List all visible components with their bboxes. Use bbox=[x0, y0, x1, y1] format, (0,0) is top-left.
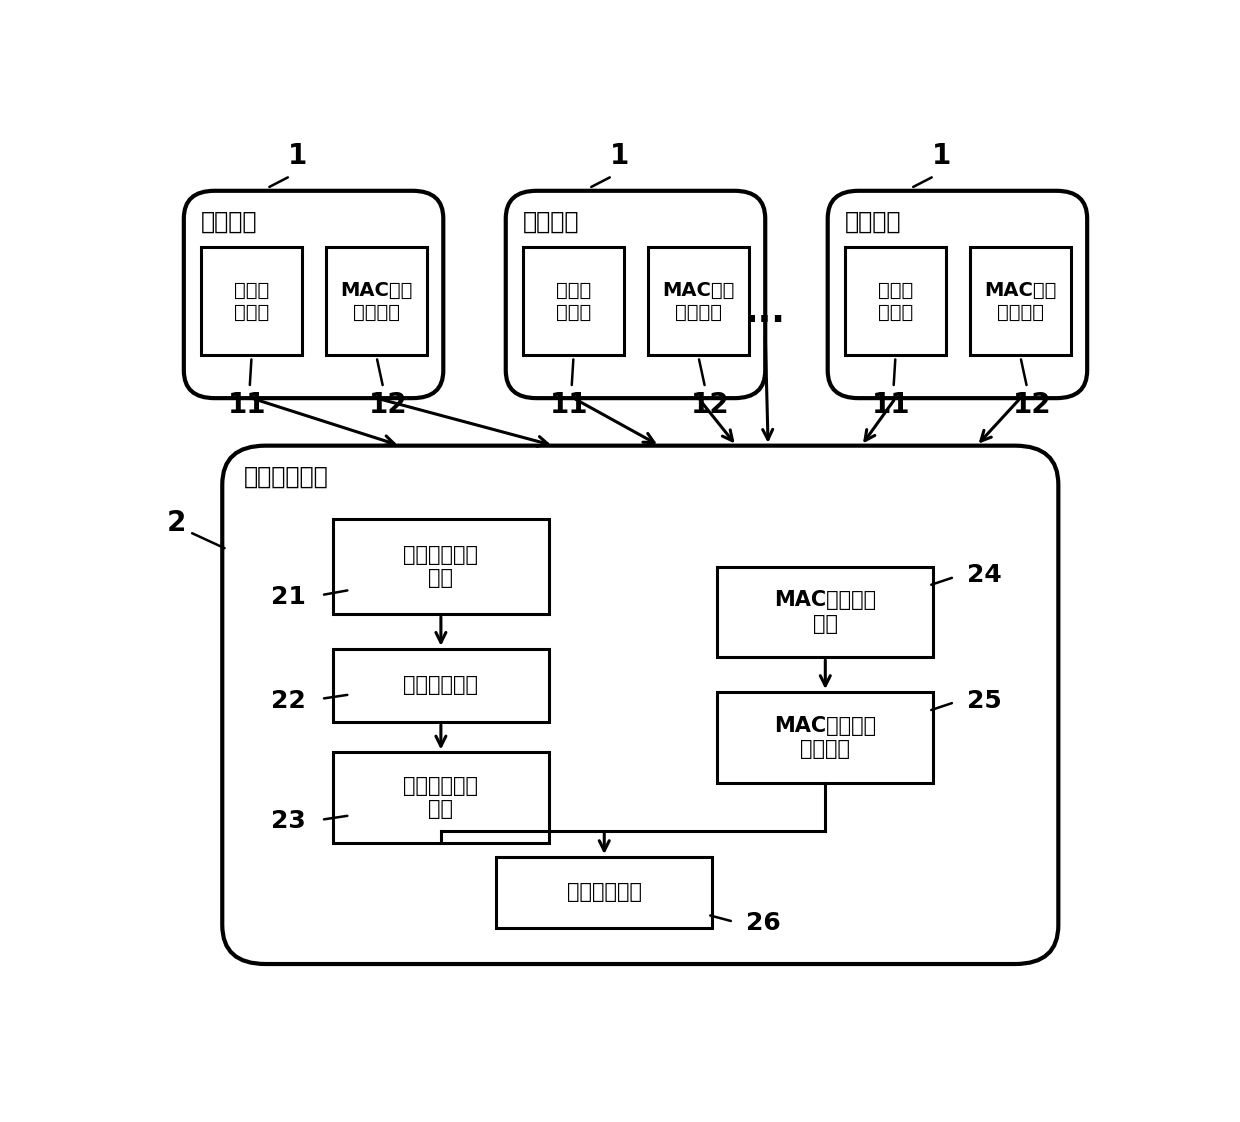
Text: 11: 11 bbox=[549, 392, 588, 419]
FancyBboxPatch shape bbox=[717, 692, 934, 783]
FancyBboxPatch shape bbox=[828, 191, 1087, 398]
FancyBboxPatch shape bbox=[717, 567, 934, 657]
Text: 1: 1 bbox=[610, 142, 630, 171]
Text: 22: 22 bbox=[272, 689, 306, 712]
Text: 人脸采
集模块: 人脸采 集模块 bbox=[878, 280, 913, 321]
FancyBboxPatch shape bbox=[222, 445, 1058, 964]
Text: 人脸特征提取
模块: 人脸特征提取 模块 bbox=[403, 545, 479, 588]
Text: 2: 2 bbox=[166, 509, 186, 537]
Text: 11: 11 bbox=[872, 392, 910, 419]
Text: 1: 1 bbox=[932, 142, 951, 171]
FancyBboxPatch shape bbox=[201, 247, 303, 355]
FancyBboxPatch shape bbox=[506, 191, 765, 398]
FancyBboxPatch shape bbox=[332, 649, 549, 723]
FancyBboxPatch shape bbox=[844, 247, 946, 355]
Text: 12: 12 bbox=[1013, 392, 1052, 419]
Text: MAC地址
采集模块: MAC地址 采集模块 bbox=[662, 280, 734, 321]
FancyBboxPatch shape bbox=[496, 857, 712, 928]
FancyBboxPatch shape bbox=[970, 247, 1071, 355]
Text: 信息融合单元: 信息融合单元 bbox=[243, 465, 329, 489]
Text: 采集单元: 采集单元 bbox=[844, 210, 901, 233]
Text: 人脸采
集模块: 人脸采 集模块 bbox=[556, 280, 591, 321]
FancyBboxPatch shape bbox=[649, 247, 749, 355]
Text: 24: 24 bbox=[967, 563, 1002, 587]
Text: MAC地址
采集模块: MAC地址 采集模块 bbox=[340, 280, 413, 321]
Text: 采集单元: 采集单元 bbox=[201, 210, 258, 233]
Text: 1: 1 bbox=[289, 142, 308, 171]
Text: ...: ... bbox=[745, 295, 786, 329]
Text: 11: 11 bbox=[227, 392, 267, 419]
Text: 人脸采
集模块: 人脸采 集模块 bbox=[234, 280, 269, 321]
Text: MAC地址比对
模块: MAC地址比对 模块 bbox=[774, 590, 877, 634]
Text: 轨迹匹配模块: 轨迹匹配模块 bbox=[567, 882, 642, 902]
Text: 人脸比对模块: 人脸比对模块 bbox=[403, 675, 479, 696]
Text: MAC地址轨迹
绘制模块: MAC地址轨迹 绘制模块 bbox=[774, 716, 877, 758]
Text: 23: 23 bbox=[272, 809, 306, 834]
FancyBboxPatch shape bbox=[326, 247, 427, 355]
Text: 25: 25 bbox=[967, 689, 1002, 712]
Text: 人脸轨迹绘制
模块: 人脸轨迹绘制 模块 bbox=[403, 776, 479, 819]
Text: MAC地址
采集模块: MAC地址 采集模块 bbox=[985, 280, 1056, 321]
FancyBboxPatch shape bbox=[332, 753, 549, 843]
FancyBboxPatch shape bbox=[523, 247, 624, 355]
Text: 21: 21 bbox=[272, 585, 306, 609]
Text: 12: 12 bbox=[368, 392, 408, 419]
Text: 26: 26 bbox=[746, 911, 781, 936]
Text: 采集单元: 采集单元 bbox=[523, 210, 579, 233]
Text: 12: 12 bbox=[691, 392, 729, 419]
FancyBboxPatch shape bbox=[184, 191, 444, 398]
FancyBboxPatch shape bbox=[332, 519, 549, 614]
